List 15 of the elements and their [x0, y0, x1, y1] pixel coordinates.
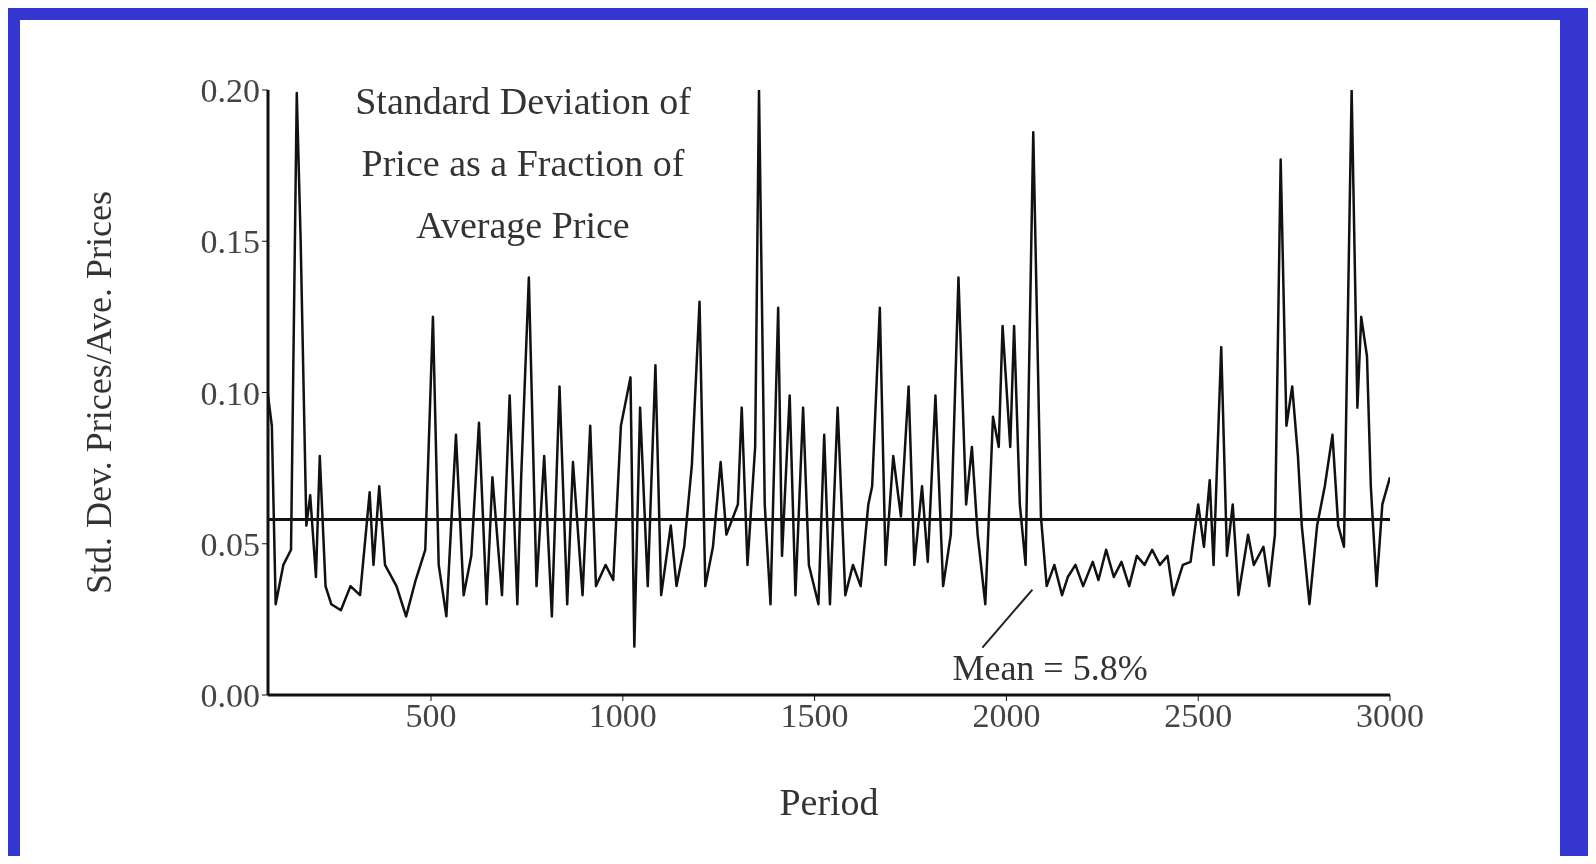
y-tick-label: 0.00: [200, 677, 260, 715]
x-tick-label: 500: [405, 697, 457, 735]
y-tick-label: 0.20: [200, 72, 260, 110]
x-tick-label: 1500: [780, 697, 849, 735]
x-tick-label: 2000: [972, 697, 1041, 735]
x-tick-label: 3000: [1356, 697, 1424, 735]
annotation: Standard Deviation of Price as a Fraction of Average Price: [354, 79, 692, 248]
ref-line-label: Mean = 5.8%: [952, 647, 1148, 688]
y-tick-label: 0.10: [200, 374, 260, 412]
x-tick-label: 2500: [1164, 697, 1233, 735]
y-tick-label: 0.15: [200, 223, 260, 261]
y-tick-label: 0.05: [200, 525, 260, 563]
x-tick-label: 1000: [588, 697, 657, 735]
x-axis-title: Period: [779, 781, 879, 823]
y-axis-title: Std. Dev. Prices/Ave. Prices: [78, 191, 119, 594]
